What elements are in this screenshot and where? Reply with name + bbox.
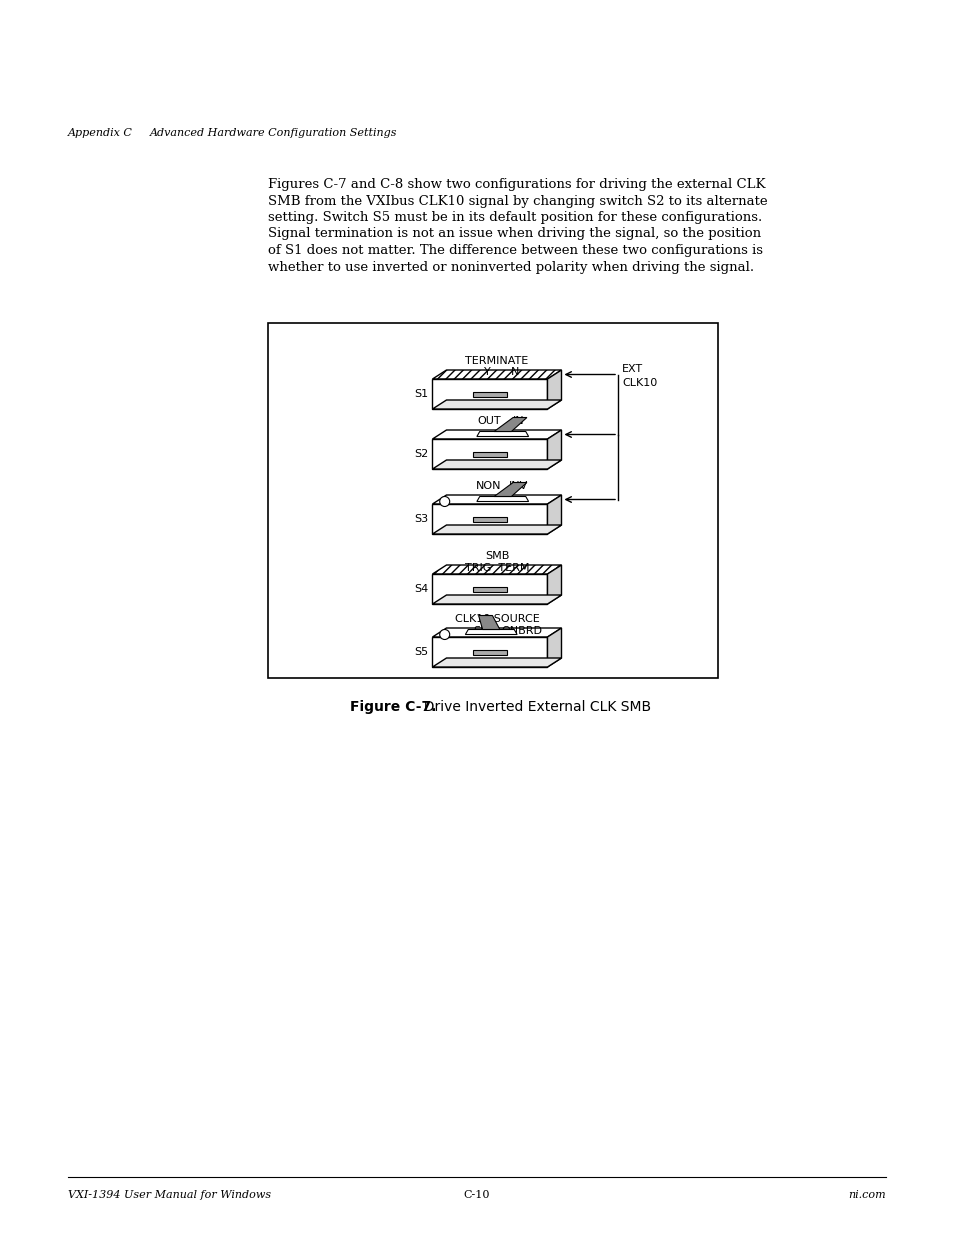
Bar [473,587,507,592]
Polygon shape [432,370,561,379]
Text: S3: S3 [414,514,428,524]
Polygon shape [432,658,561,667]
Polygon shape [432,459,561,469]
Text: N: N [510,367,518,377]
Bar [473,650,507,655]
Text: Advanced Hardware Configuration Settings: Advanced Hardware Configuration Settings [150,128,397,138]
Text: TERMINATE: TERMINATE [465,356,528,366]
Text: SMB from the VXIbus CLK10 signal by changing switch S2 to its alternate: SMB from the VXIbus CLK10 signal by chan… [268,194,767,207]
Polygon shape [432,525,561,534]
Polygon shape [476,496,528,501]
Text: S2: S2 [414,450,428,459]
Polygon shape [432,495,561,504]
Polygon shape [432,379,547,409]
Polygon shape [547,495,561,534]
Polygon shape [547,430,561,469]
Text: S5: S5 [414,647,428,657]
Text: of S1 does not matter. The difference between these two configurations is: of S1 does not matter. The difference be… [268,245,762,257]
Text: setting. Switch S5 must be in its default position for these configurations.: setting. Switch S5 must be in its defaul… [268,211,761,224]
Text: NON: NON [476,480,501,492]
Circle shape [439,630,449,640]
Text: S4: S4 [414,584,428,594]
Polygon shape [547,370,561,409]
Polygon shape [478,615,499,630]
Text: whether to use inverted or noninverted polarity when driving the signal.: whether to use inverted or noninverted p… [268,261,753,273]
Text: S1: S1 [414,389,428,399]
Polygon shape [476,431,528,436]
Text: CLK10 SOURCE: CLK10 SOURCE [455,614,538,624]
Text: INV: INV [509,480,528,492]
Polygon shape [432,400,561,409]
Polygon shape [547,564,561,604]
Polygon shape [432,564,561,574]
Text: VXI-1394 User Manual for Windows: VXI-1394 User Manual for Windows [68,1191,271,1200]
Polygon shape [465,630,517,635]
Text: SMB: SMB [484,551,509,561]
Text: Signal termination is not an issue when driving the signal, so the position: Signal termination is not an issue when … [268,227,760,241]
Polygon shape [432,504,547,534]
Text: ni.com: ni.com [847,1191,885,1200]
Bar [473,452,507,457]
Bar [268,324,718,678]
Bar [473,391,507,396]
Text: Figure C-7.: Figure C-7. [350,700,436,714]
Bar [473,516,507,521]
Polygon shape [494,483,526,496]
Polygon shape [432,574,547,604]
Polygon shape [432,595,561,604]
Text: IN: IN [513,416,524,426]
Polygon shape [432,637,547,667]
Polygon shape [547,629,561,667]
Text: EXT: EXT [621,363,642,373]
Polygon shape [432,629,561,637]
Text: OUT: OUT [476,416,500,426]
Circle shape [439,496,449,506]
Polygon shape [494,417,526,431]
Text: ONBRD: ONBRD [501,626,542,636]
Text: CLK10: CLK10 [621,378,657,388]
Polygon shape [432,438,547,469]
Text: Appendix C: Appendix C [68,128,132,138]
Polygon shape [432,430,561,438]
Text: TRIG  TERM: TRIG TERM [464,563,529,573]
Text: SMB: SMB [473,626,497,636]
Text: Figures C-7 and C-8 show two configurations for driving the external CLK: Figures C-7 and C-8 show two configurati… [268,178,764,191]
Text: C-10: C-10 [463,1191,490,1200]
Text: Y: Y [483,367,490,377]
Text: Drive Inverted External CLK SMB: Drive Inverted External CLK SMB [415,700,651,714]
